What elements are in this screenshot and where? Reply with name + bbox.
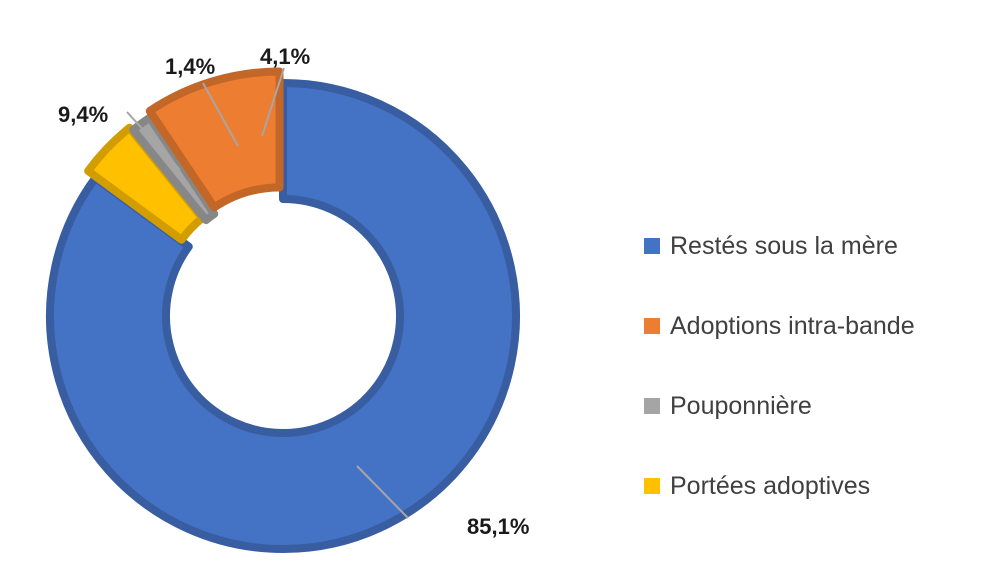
legend-swatch [644,478,660,494]
legend-label: Portées adoptives [670,471,871,500]
data-labels-group: 85,1% 9,4% 1,4% 4,1% [58,44,529,539]
slice-restes-sous-la-mere [46,79,520,553]
legend: Restés sous la mère Adoptions intra-band… [644,222,915,510]
legend-swatch [644,238,660,254]
legend-label: Pouponnière [670,391,812,420]
slice-adoptions-intra-bande [145,67,284,212]
leader-lines-group [126,67,409,519]
slices-group [46,67,520,553]
legend-item-pouponniere: Pouponnière [644,382,915,430]
data-label-portees-adoptives: 4,1% [260,44,310,69]
data-label-restes-sous-la-mere: 85,1% [467,514,529,539]
leader-line-adoptions-intra-bande [126,111,181,171]
donut-chart: 85,1% 9,4% 1,4% 4,1% [46,44,529,553]
legend-item-adoptions-intra-bande: Adoptions intra-bande [644,302,915,350]
leader-line-pouponniere [202,82,239,147]
legend-label: Adoptions intra-bande [670,311,915,340]
legend-swatch [644,398,660,414]
leader-line-portees-adoptives [261,67,285,137]
legend-label: Restés sous la mère [670,231,898,260]
legend-item-restes-sous-la-mere: Restés sous la mère [644,222,915,270]
data-label-adoptions-intra-bande: 9,4% [58,102,108,127]
leader-line-restes-sous-la-mere [356,465,409,519]
legend-swatch [644,318,660,334]
data-label-pouponniere: 1,4% [165,54,215,79]
legend-item-portees-adoptives: Portées adoptives [644,462,915,510]
